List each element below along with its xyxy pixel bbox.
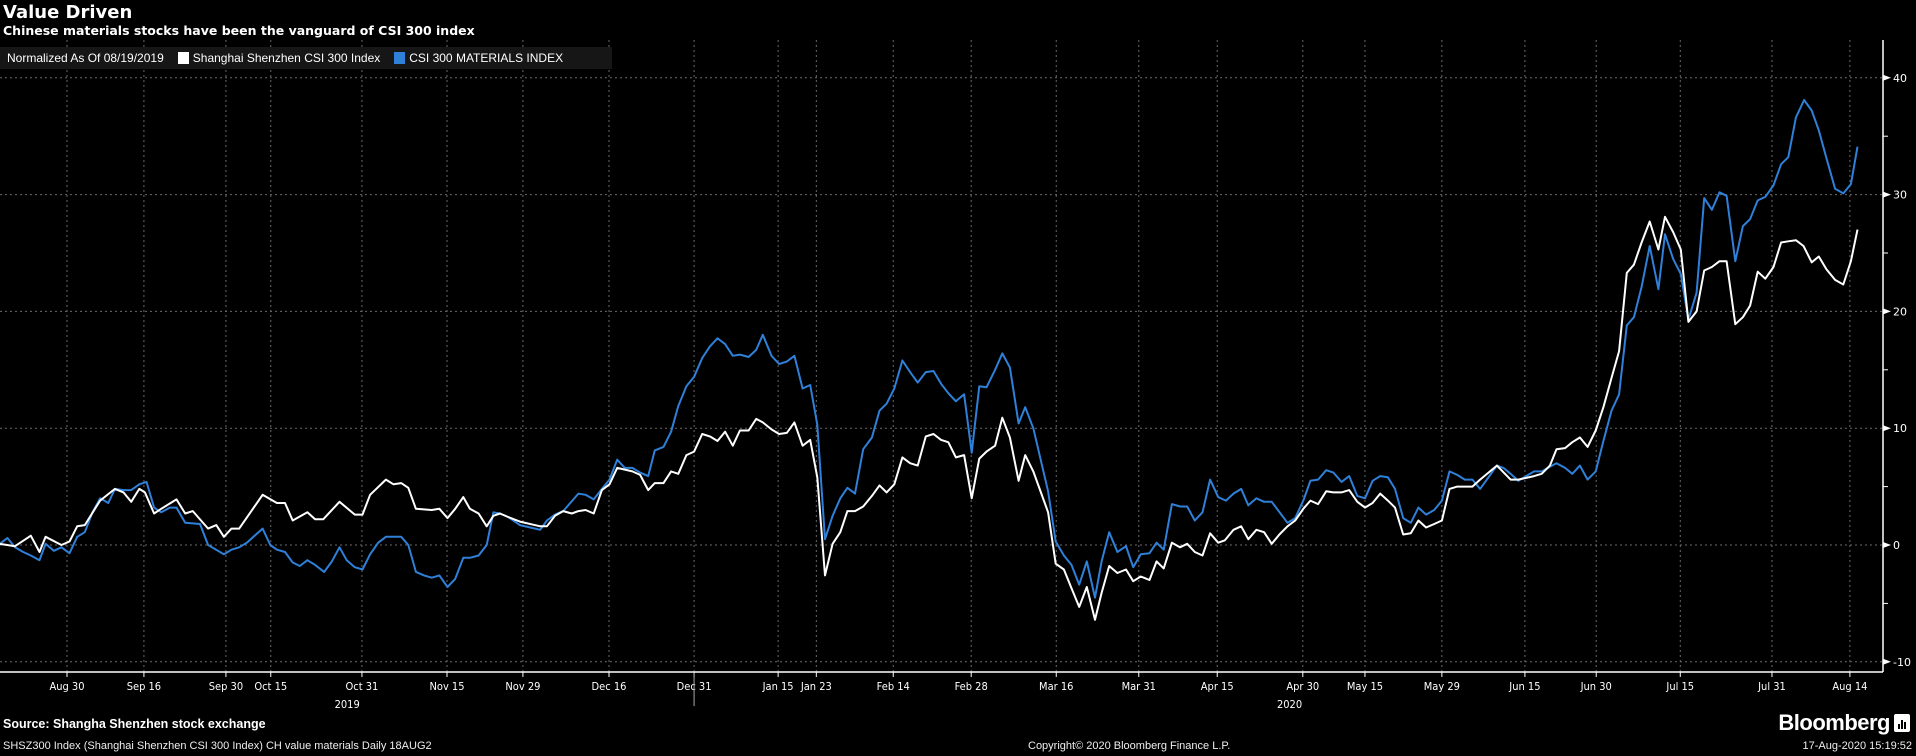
y-tick-label: 20 — [1893, 305, 1907, 318]
footer-copyright: Copyright© 2020 Bloomberg Finance L.P. — [1028, 740, 1231, 752]
x-tick-label: Jan 15 — [762, 680, 794, 693]
source-note: Source: Shangha Shenzhen stock exchange — [3, 717, 266, 731]
legend-normalization-note: Normalized As Of 08/19/2019 — [7, 51, 164, 65]
legend: Normalized As Of 08/19/2019 Shanghai She… — [0, 47, 612, 69]
x-tick-label: Mar 16 — [1039, 680, 1073, 693]
footer-ticker-info: SHSZ300 Index (Shanghai Shenzhen CSI 300… — [3, 740, 432, 752]
y-tick-marker — [1883, 658, 1891, 665]
chart-subtitle: Chinese materials stocks have been the v… — [3, 23, 475, 38]
x-tick-label: Aug 30 — [49, 680, 84, 693]
legend-swatch-csi300 — [177, 52, 189, 64]
y-tick-marker — [1883, 191, 1891, 198]
y-tick-label: -10 — [1893, 656, 1911, 669]
x-tick-label: Oct 15 — [254, 680, 287, 693]
series-line-csi300 — [0, 215, 1859, 621]
y-tick-label: 10 — [1893, 422, 1907, 435]
legend-label-materials: CSI 300 MATERIALS INDEX — [409, 51, 564, 65]
x-tick-label: Oct 31 — [346, 680, 379, 693]
series-line-materials — [0, 99, 1859, 599]
x-tick-label: May 29 — [1424, 680, 1460, 693]
x-tick-label: May 15 — [1347, 680, 1383, 693]
legend-swatch-materials — [394, 52, 406, 64]
bloomberg-logo: Bloomberg — [1778, 710, 1890, 735]
x-tick-label: Jul 31 — [1757, 680, 1786, 693]
y-tick-label: 40 — [1893, 72, 1907, 85]
x-tick-label: Mar 31 — [1122, 680, 1156, 693]
x-tick-label: Feb 28 — [955, 680, 988, 693]
x-tick-label: Jan 23 — [800, 680, 832, 693]
footer-timestamp: 17-Aug-2020 15:19:52 — [1802, 740, 1912, 752]
x-tick-label: Aug 14 — [1832, 680, 1867, 693]
x-tick-label: Apr 15 — [1201, 680, 1234, 693]
y-tick-label: 0 — [1893, 539, 1900, 552]
x-tick-label: Feb 14 — [877, 680, 910, 693]
chart-title: Value Driven — [3, 2, 133, 23]
y-tick-marker — [1883, 542, 1891, 548]
x-tick-label: Jun 15 — [1508, 680, 1540, 693]
legend-label-csi300: Shanghai Shenzhen CSI 300 Index — [192, 51, 381, 65]
x-tick-label: Dec 16 — [592, 680, 627, 693]
x-tick-label: Sep 30 — [209, 680, 243, 693]
y-tick-marker — [1883, 74, 1891, 81]
x-tick-label: Nov 29 — [505, 680, 540, 693]
x-tick-label: Apr 30 — [1286, 680, 1319, 693]
x-tick-label: Jun 30 — [1580, 680, 1612, 693]
x-tick-label: Jul 15 — [1665, 680, 1694, 693]
bloomberg-chart-icon — [1894, 714, 1910, 732]
y-tick-marker — [1883, 308, 1891, 315]
y-tick-label: 30 — [1893, 189, 1907, 202]
x-tick-label: Sep 16 — [127, 680, 161, 693]
x-year-label: 2019 — [335, 698, 360, 711]
x-tick-label: Nov 15 — [429, 680, 464, 693]
y-tick-marker — [1883, 425, 1891, 432]
x-year-label: 2020 — [1277, 698, 1302, 711]
